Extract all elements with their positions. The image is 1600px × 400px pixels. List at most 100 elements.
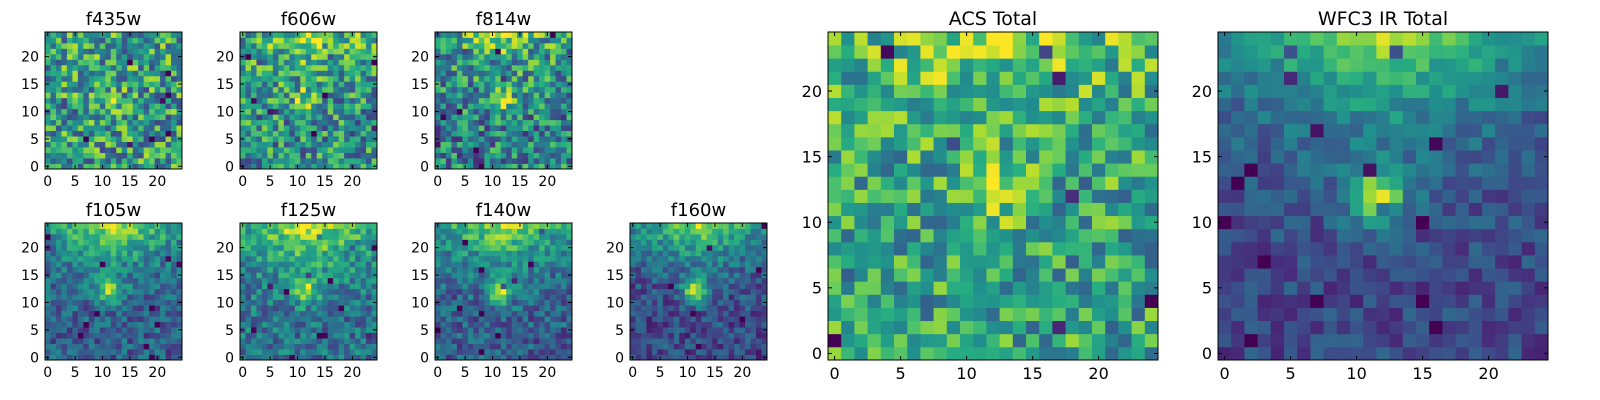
- heatmap-cell: [283, 53, 290, 60]
- heatmap-cell: [366, 316, 372, 323]
- heatmap-cell: [322, 266, 329, 273]
- heatmap-cell: [327, 255, 334, 262]
- heatmap-cell: [662, 310, 669, 317]
- heatmap-cell: [176, 233, 183, 240]
- heatmap-cell: [668, 316, 675, 323]
- heatmap-cell: [105, 48, 112, 55]
- heatmap-cell: [311, 119, 318, 126]
- heatmap-cell: [132, 255, 139, 262]
- heatmap-cell: [635, 233, 642, 240]
- heatmap-cell: [456, 59, 463, 66]
- heatmap-cell: [544, 125, 551, 132]
- heatmap-cell: [828, 176, 842, 190]
- heatmap-cell: [322, 152, 329, 159]
- heatmap-cell: [360, 64, 367, 71]
- heatmap-cell: [517, 255, 524, 262]
- heatmap-cell: [105, 42, 112, 49]
- heatmap-cell: [138, 288, 145, 295]
- heatmap-cell: [734, 338, 740, 344]
- heatmap-cell: [300, 261, 307, 268]
- heatmap-cell: [77, 70, 84, 77]
- heatmap-cell: [673, 332, 680, 339]
- heatmap-cell: [154, 103, 161, 110]
- heatmap-cell: [467, 266, 474, 273]
- heatmap-cell: [701, 244, 708, 251]
- heatmap-cell: [960, 241, 974, 256]
- heatmap-cell: [706, 310, 713, 317]
- heatmap-cell: [250, 261, 257, 268]
- heatmap-cell: [149, 37, 155, 44]
- heatmap-cell: [734, 250, 740, 257]
- heatmap-cell: [550, 343, 556, 350]
- heatmap-cell: [355, 158, 361, 164]
- heatmap-cell: [272, 97, 279, 104]
- heatmap-cell: [1052, 215, 1066, 230]
- heatmap-cell: [894, 150, 908, 164]
- heatmap-cell: [739, 305, 746, 312]
- heatmap-cell: [333, 321, 340, 328]
- heatmap-cell: [440, 338, 447, 344]
- heatmap-cell: [550, 152, 556, 159]
- heatmap-cell: [283, 327, 290, 333]
- heatmap-cell: [555, 59, 562, 66]
- heatmap-cell: [440, 272, 447, 279]
- heatmap-cell: [550, 349, 556, 355]
- heatmap-cell: [511, 125, 518, 132]
- heatmap-cell: [544, 147, 551, 153]
- heatmap-cell: [305, 288, 312, 295]
- heatmap-cell: [305, 316, 312, 323]
- heatmap-cell: [467, 349, 474, 355]
- heatmap-cell: [761, 261, 768, 268]
- heatmap-cell: [72, 86, 79, 93]
- heatmap-cell: [528, 125, 535, 132]
- heatmap-cell: [690, 338, 697, 344]
- heatmap-cell: [327, 349, 334, 355]
- heatmap-cell: [489, 294, 496, 301]
- heatmap-cell: [561, 255, 567, 262]
- heatmap-cell: [72, 103, 79, 110]
- heatmap-cell: [344, 81, 350, 88]
- heatmap-cell: [533, 233, 540, 240]
- heatmap-cell: [88, 114, 95, 121]
- heatmap-cell: [495, 136, 502, 142]
- heatmap-cell: [355, 92, 361, 99]
- heatmap-cell: [278, 136, 285, 142]
- heatmap-cell: [445, 130, 452, 137]
- heatmap-cell: [500, 86, 507, 93]
- panel-title: f160w: [671, 200, 726, 221]
- heatmap-cell: [327, 64, 334, 71]
- heatmap-cell: [651, 316, 658, 323]
- heatmap-cell: [662, 223, 669, 229]
- heatmap-cell: [132, 250, 139, 257]
- heatmap-cell: [528, 147, 535, 153]
- heatmap-cell: [66, 327, 73, 333]
- heatmap-cell: [1052, 268, 1066, 282]
- heatmap-cell: [160, 158, 166, 164]
- heatmap-cell: [880, 215, 895, 230]
- heatmap-cell: [127, 103, 134, 110]
- heatmap-cell: [533, 305, 540, 312]
- heatmap-cell: [533, 163, 540, 170]
- heatmap-cell: [283, 158, 290, 164]
- heatmap-cell: [50, 64, 57, 71]
- heatmap-cell: [684, 261, 691, 268]
- heatmap-cell: [679, 338, 686, 344]
- heatmap-cell: [72, 261, 79, 268]
- heatmap-cell: [322, 272, 329, 279]
- heatmap-cell: [55, 255, 62, 262]
- heatmap-cell: [138, 294, 145, 301]
- heatmap-cell: [561, 316, 567, 323]
- heatmap-cell: [99, 277, 106, 284]
- heatmap-cell: [544, 158, 551, 164]
- heatmap-cell: [539, 354, 545, 361]
- heatmap-cell: [294, 321, 301, 328]
- heatmap-cell: [640, 310, 647, 317]
- heatmap-cell: [160, 277, 166, 284]
- heatmap-cell: [72, 288, 79, 295]
- heatmap-cell: [522, 327, 529, 333]
- heatmap-cell: [143, 130, 150, 137]
- heatmap-cell: [305, 255, 312, 262]
- heatmap-cell: [283, 288, 290, 295]
- heatmap-cell: [61, 277, 68, 284]
- heatmap-cell: [256, 32, 263, 38]
